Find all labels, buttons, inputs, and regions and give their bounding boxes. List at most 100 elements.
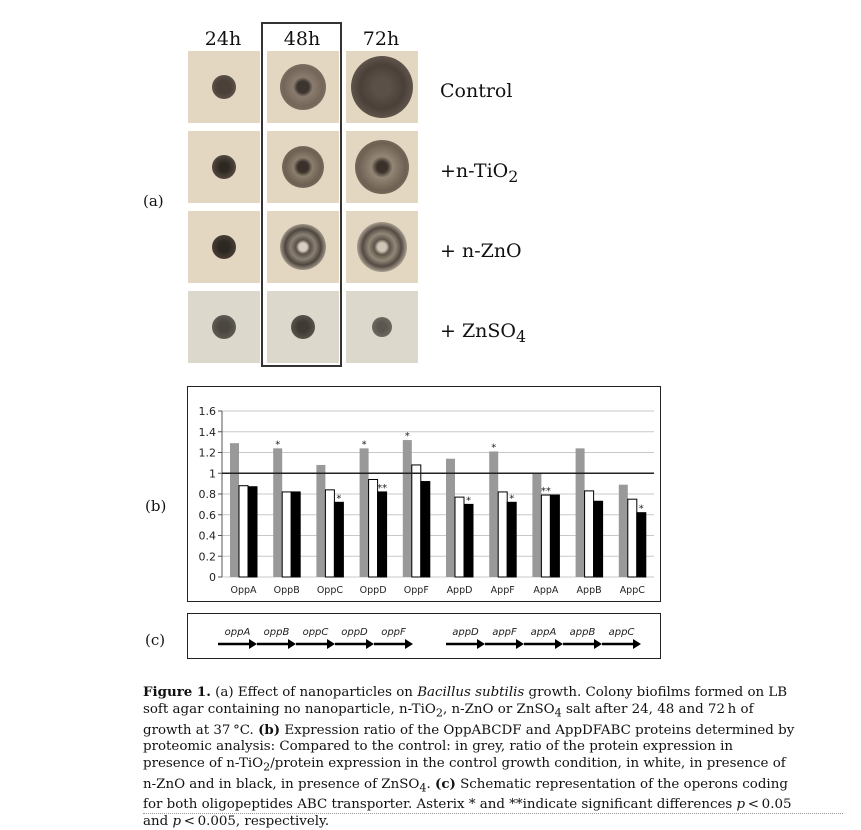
significance-asterisk: * [275,439,280,450]
colony-zno-24h [188,211,260,283]
bar [377,491,388,578]
gene-label: appF [492,627,517,638]
y-tick-label: 1.2 [199,447,217,460]
condition-label-control: Control [440,80,513,102]
y-tick-label: 1.6 [199,405,217,418]
x-tick-label: OppB [274,585,300,596]
x-tick-label: OppD [360,585,387,596]
operon-schematic-frame: oppA oppB oppC oppD oppF appD appF appA appB appC [187,613,661,659]
y-tick-label: 0.8 [199,488,217,501]
bar [584,490,595,578]
time-label-48h: 48h [283,28,321,50]
gene-label: appC [609,627,635,638]
y-tick-label: 0.6 [199,509,217,522]
species-name: Bacillus subtilis [417,685,525,700]
y-tick-label: 0.2 [199,550,217,563]
bar [618,484,628,577]
gene-label: oppC [303,627,329,638]
gene-label: appA [531,627,557,638]
gene-arrow-head [477,639,485,649]
colony-tio2-48h [267,131,339,203]
colony-znso4-72h [346,291,418,363]
gene-label: appB [570,627,596,638]
condition-label-znso4: + ZnSO4 [440,320,527,346]
significance-asterisk: * [336,493,341,504]
bar [316,464,326,577]
colony-tio2-72h [346,131,418,203]
gene-label: oppA [225,627,251,638]
bar [497,491,508,578]
x-tick-label: AppC [620,585,646,596]
y-tick-label: 1 [209,467,216,480]
condition-label-tio2: +n-TiO2 [440,160,519,186]
x-tick-label: AppD [447,585,473,596]
bar [402,440,412,577]
significance-asterisk: * [509,493,514,504]
bar [247,486,258,578]
bar [281,491,292,578]
colony-control-72h [346,51,418,123]
gene-label: oppB [264,627,290,638]
colony-zno-72h [346,211,418,283]
bar [411,464,422,578]
significance-asterisk: ** [541,486,551,497]
bar [368,478,379,578]
gene-arrow-head [366,639,374,649]
bar [359,448,369,577]
time-label-72h: 72h [362,28,400,50]
gene-arrow-head [555,639,563,649]
significance-asterisk: * [405,431,410,442]
bar [540,494,551,578]
gene-arrow-head [594,639,602,649]
x-tick-label: AppF [491,585,515,596]
bar [273,448,283,577]
significance-asterisk: * [466,495,471,506]
colony-control-24h [188,51,260,123]
bar [593,500,604,578]
gene-arrow-head [327,639,335,649]
bar [420,481,431,578]
bar [489,451,499,577]
colony-znso4-24h [188,291,260,363]
significance-asterisk: * [362,439,367,450]
dotted-separator [143,813,843,814]
colony-tio2-24h [188,131,260,203]
gene-arrow-head [633,639,641,649]
gene-arrow-head [288,639,296,649]
bar [454,496,465,578]
colony-znso4-48h [267,291,339,363]
bar [463,503,474,578]
gene-label: oppD [341,627,368,638]
bar [446,458,455,577]
gene-arrow-head [249,639,257,649]
bar [333,501,344,578]
x-tick-label: AppA [533,585,559,596]
bar [324,489,335,578]
expression-bar-chart: 0 0.2 0.4 0.6 0.8 1 1.2 1.4 1.6 OppA OppB OppC OppD O… [199,405,654,596]
y-tick-label: 0 [209,571,216,584]
gene-arrow-head [405,639,413,649]
bar-chart-frame: 0 0.2 0.4 0.6 0.8 1 1.2 1.4 1.6 OppA OppB OppC OppD O… [187,386,661,602]
bar [238,485,249,578]
y-tick-label: 1.4 [199,426,217,439]
bar [230,443,239,577]
panel-label-c: (c) [145,631,166,649]
colony-zno-48h [267,211,339,283]
gene-label: appD [452,627,479,638]
bar [506,501,517,578]
x-tick-label: AppB [577,585,602,596]
figure-label: Figure 1. [143,684,211,700]
panel-label-a: (a) [143,192,164,210]
panel-label-b: (b) [145,497,167,515]
48h-highlight-box [261,22,342,367]
figure-caption: Figure 1. (a) Effect of nanoparticles on… [143,684,795,829]
bar [549,494,560,578]
time-label-24h: 24h [204,28,242,50]
operon-schematic: oppA oppB oppC oppD oppF appD appF appA appB appC [218,627,641,649]
colony-control-48h [267,51,339,123]
x-tick-label: OppF [404,585,429,596]
gene-arrow-head [516,639,524,649]
significance-asterisk: * [491,442,496,453]
y-tick-label: 0.4 [199,530,217,543]
x-tick-label: OppA [230,585,257,596]
